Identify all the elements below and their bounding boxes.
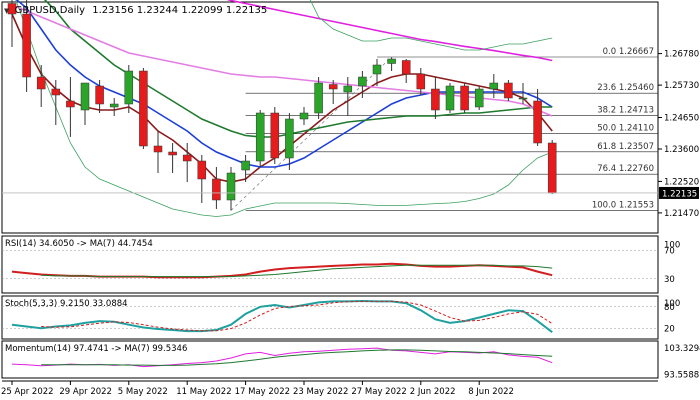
fib-level-label: 38.2 1.24713 <box>597 106 654 116</box>
x-tick-label: 23 May 2022 <box>293 387 348 397</box>
panel-series-stoch-k <box>11 299 553 333</box>
indicator-panel: 70 30 100 RSI(14) 34.6050 -> MA(7) 44.7454 <box>1 235 680 294</box>
x-tick-label: 8 Jun 2022 <box>468 387 514 397</box>
candle-body <box>343 85 353 93</box>
x-tick-label: 27 May 2022 <box>351 387 406 397</box>
candle-body <box>7 3 17 15</box>
indicator-panel: 103.3294 93.5588 Momentum(14) 97.4741 -> M… <box>1 340 700 381</box>
symbol-label: GBPUSD,Daily <box>15 5 86 16</box>
candle-body <box>255 112 265 162</box>
candle-body <box>489 82 499 90</box>
fib-level-label: 61.8 1.23507 <box>597 142 654 152</box>
candle-body <box>299 112 309 120</box>
fib-level-label: 0.0 1.26667 <box>603 47 654 57</box>
candle-body <box>285 118 294 159</box>
y-tick-label: 1.21470 <box>664 209 699 219</box>
price-plot-area <box>1 1 659 234</box>
panel-title: Stoch(5,3,3) 9.2150 33.0884 <box>5 299 128 309</box>
candle-body <box>212 178 221 201</box>
candle-body <box>80 82 90 111</box>
candle-body <box>66 100 75 108</box>
panel-title: Momentum(14) 97.4741 -> MA(7) 99.5346 <box>5 344 187 354</box>
candle-body <box>241 160 250 171</box>
candle-body <box>460 85 469 111</box>
y-tick-label: 1.22520 <box>664 177 699 187</box>
current-price-badge <box>659 186 699 199</box>
overlay-ma-magenta <box>226 0 553 62</box>
x-tick-label: 17 May 2022 <box>235 387 290 397</box>
candle-body <box>226 172 236 201</box>
candle-body <box>22 13 31 78</box>
x-tick-label: 11 May 2022 <box>176 387 231 397</box>
overlay-ma-brown <box>11 13 553 183</box>
candle-body <box>518 97 528 100</box>
fib-level-label: 23.6 1.25460 <box>597 83 654 93</box>
x-tick-label: 29 Apr 2022 <box>59 387 112 397</box>
candle-body <box>547 142 557 194</box>
time-axis: 25 Apr 2022 29 Apr 2022 5 May 2022 11 May 2… <box>1 380 658 397</box>
price-panel: 0.0 1.26667 23.6 1.25460 38.2 1.24713 50.0 … <box>1 0 699 234</box>
panel-scale-label: 93.5588 <box>664 371 699 381</box>
panel-plot-area <box>1 235 659 294</box>
panel-level-label: 80 <box>664 303 675 313</box>
fib-swing-line <box>230 56 392 211</box>
candle-body <box>95 85 104 105</box>
candle-body <box>533 100 542 144</box>
overlay-bb-lower <box>15 0 553 217</box>
panel-scale-label: 103.3294 <box>664 344 700 354</box>
candle-body <box>314 82 323 114</box>
panel-level-label: 20 <box>664 324 675 334</box>
panel-series-stoch-d <box>41 300 553 332</box>
current-price-label: 1.22135 <box>662 189 697 199</box>
collapse-arrow-icon[interactable]: ▼ <box>4 7 10 15</box>
panel-plot-area <box>1 340 659 379</box>
candle-body <box>358 76 367 87</box>
panel-scale-label: 100 <box>664 299 680 309</box>
panel-scale-label: 100 <box>664 241 680 251</box>
candle-body <box>372 64 382 75</box>
candle-body <box>139 70 148 147</box>
panel-level-label: 30 <box>664 275 675 285</box>
candle-body <box>445 85 455 111</box>
candle-body <box>504 82 513 99</box>
candle-body <box>270 112 280 159</box>
candle-body <box>36 76 46 90</box>
y-tick-label: 1.24650 <box>664 114 699 124</box>
candle-body <box>153 145 163 153</box>
fib-level-label: 100.0 1.21553 <box>592 200 654 210</box>
fib-level-label: 50.0 1.24110 <box>597 124 654 134</box>
candle-body <box>401 60 411 75</box>
overlay-bb-upper <box>309 0 553 51</box>
x-tick-label: 2 Jun 2022 <box>410 387 456 397</box>
candle-body <box>328 84 338 90</box>
panel-level-label: 70 <box>664 246 675 256</box>
ohlc-label: 1.23156 1.23244 1.22099 1.22135 <box>92 5 267 16</box>
indicator-panels: 70 30 100 RSI(14) 34.6050 -> MA(7) 44.7454 8… <box>1 235 700 381</box>
panel-title: RSI(14) 34.6050 -> MA(7) 44.7454 <box>5 239 153 249</box>
x-tick-label: 25 Apr 2022 <box>1 387 54 397</box>
candle-body <box>431 88 440 111</box>
y-tick-label: 1.26780 <box>664 50 699 60</box>
candle-body <box>416 73 426 90</box>
candle-body <box>197 160 207 180</box>
chart-header: ▼ GBPUSD,Daily 1.23156 1.23244 1.22099 1… <box>4 5 267 16</box>
candle-body <box>51 88 61 96</box>
candle-body <box>387 58 396 64</box>
panel-series-rsi-ma <box>41 264 553 278</box>
x-tick-label: 5 May 2022 <box>118 387 168 397</box>
indicator-panel: 80 20 100 Stoch(5,3,3) 9.2150 33.0884 <box>1 295 680 340</box>
panel-series-momentum-ma <box>41 349 553 366</box>
fib-level-label: 76.4 1.22760 <box>597 164 654 174</box>
candle-body <box>182 154 192 162</box>
candle-body <box>168 151 177 156</box>
candle-body <box>109 103 119 108</box>
y-tick-label: 1.25730 <box>664 81 699 91</box>
candle-body <box>474 88 484 108</box>
y-tick-label: 1.23600 <box>664 145 699 155</box>
panel-plot-area <box>1 295 659 340</box>
candle-body <box>124 70 134 105</box>
